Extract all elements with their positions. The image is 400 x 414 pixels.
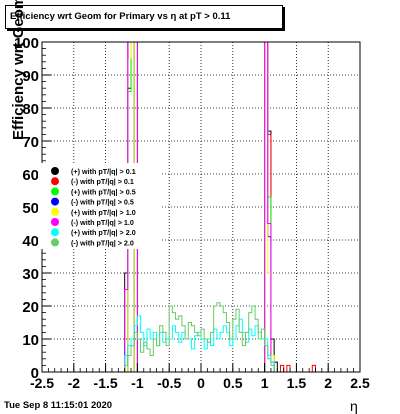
y-tick-label: 20 (22, 299, 39, 316)
x-axis-label: η (350, 398, 358, 414)
y-tick-label: 90 (22, 68, 39, 85)
series-line-7 (121, 315, 278, 373)
series-line-8 (121, 302, 278, 373)
x-tick-label: -1.5 (94, 375, 118, 391)
legend-marker (51, 218, 59, 226)
y-tick-label: 40 (22, 233, 39, 250)
x-tick-label: 1 (261, 375, 269, 391)
legend-entry-label: (-) with pT/|q| > 0.1 (71, 177, 134, 186)
x-tick-label: -0.5 (157, 375, 181, 391)
x-tick-label: 2 (324, 375, 332, 391)
legend-marker (51, 187, 59, 196)
y-axis-label: Efficiency wrt Geom (%) (10, 0, 27, 140)
legend-entry-label: (-) with pT/|q| > 1.0 (71, 218, 134, 227)
legend: (+) with pT/|q| > 0.1(-) with pT/|q| > 0… (38, 163, 160, 249)
x-tick-label: 0 (197, 375, 205, 391)
y-tick-label: 50 (22, 200, 39, 217)
legend-marker (51, 207, 59, 216)
x-tick-label: 0.5 (223, 375, 243, 391)
y-tick-label: 10 (22, 332, 39, 349)
legend-entry-label: (-) with pT/|q| > 2.0 (71, 238, 134, 247)
chart-title: Efficiency wrt Geom for Primary vs η at … (10, 11, 231, 22)
legend-marker (51, 238, 59, 247)
legend-entry-label: (+) with pT/|q| > 0.1 (71, 167, 136, 176)
x-tick-label: -1 (131, 375, 144, 391)
legend-entry-label: (+) with pT/|q| > 0.5 (71, 187, 136, 196)
x-tick-label: 2.5 (350, 375, 370, 391)
legend-marker (51, 177, 59, 186)
legend-marker (51, 228, 59, 237)
y-tick-label: 80 (22, 101, 39, 118)
x-tick-label: -2.5 (30, 375, 54, 391)
legend-marker (51, 167, 59, 175)
y-tick-label: 60 (22, 167, 39, 184)
y-tick-label: 0 (31, 365, 39, 382)
y-tick-label: 30 (22, 266, 39, 283)
timestamp: Tue Sep 8 11:15:01 2020 (4, 400, 113, 411)
legend-marker (51, 197, 59, 206)
y-tick-label: 100 (14, 35, 39, 52)
y-tick-label: 70 (22, 134, 39, 151)
x-tick-label: -2 (68, 375, 81, 391)
legend-entry-label: (-) with pT/|q| > 0.5 (71, 198, 134, 207)
chart-title-box: Efficiency wrt Geom for Primary vs η at … (5, 5, 283, 29)
legend-box (38, 163, 160, 249)
legend-entry-label: (+) with pT/|q| > 2.0 (71, 228, 136, 237)
x-tick-label: 1.5 (287, 375, 307, 391)
legend-entry-label: (+) with pT/|q| > 1.0 (71, 208, 136, 217)
